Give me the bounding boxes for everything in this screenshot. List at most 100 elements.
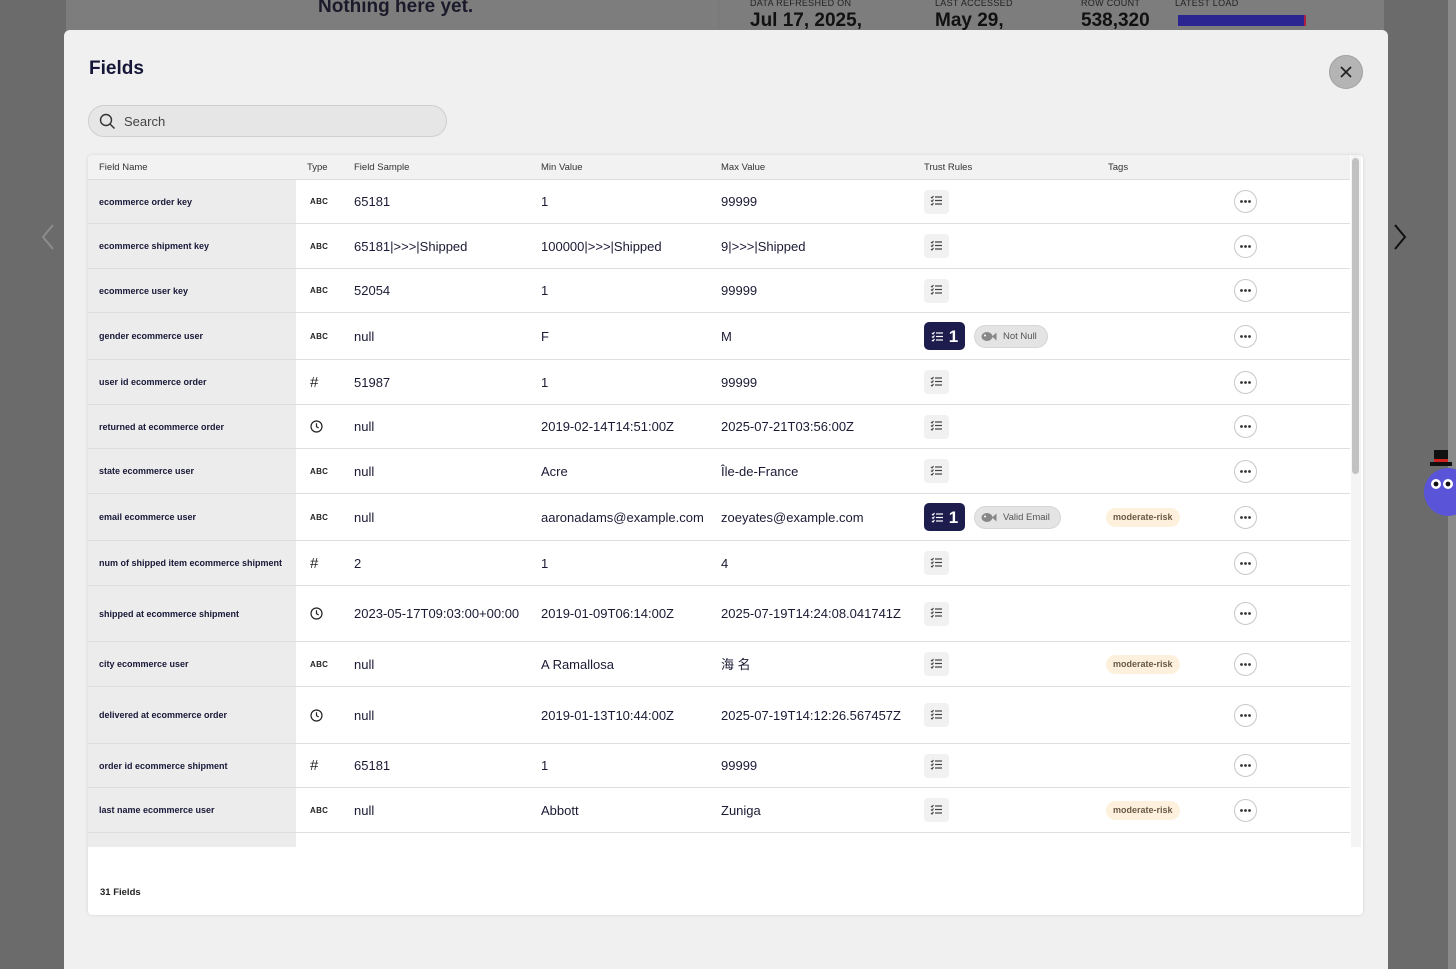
close-icon <box>1340 66 1352 78</box>
table-row[interactable]: last name ecommerce user ABC null Abbott Zun… <box>88 788 1350 833</box>
column-header-field-sample[interactable]: Field Sample <box>354 162 410 173</box>
min-value: aaronadams@example.com <box>541 509 704 525</box>
field-type: ABC <box>310 642 328 686</box>
more-options-button[interactable] <box>1234 234 1257 258</box>
search-icon <box>99 113 115 129</box>
table-row[interactable]: ecommerce order key ABC 65181 1 99999 <box>88 180 1350 224</box>
table-row-partial[interactable] <box>88 833 1350 847</box>
assistant-mascot-icon[interactable] <box>1422 448 1456 516</box>
fields-modal: Fields Field Name Type Field Sample Min … <box>64 30 1388 969</box>
trust-rules-button[interactable] <box>924 798 949 822</box>
field-name[interactable]: email ecommerce user <box>88 494 296 540</box>
table-row[interactable]: ecommerce user key ABC 52054 1 99999 <box>88 269 1350 313</box>
tags: moderate-risk <box>1106 788 1180 832</box>
field-name[interactable]: shipped at ecommerce shipment <box>88 586 296 641</box>
table-row[interactable]: order id ecommerce shipment #65181 1 99999 <box>88 744 1350 788</box>
more-options-button[interactable] <box>1234 754 1257 777</box>
row-actions <box>1234 449 1257 493</box>
chevron-left-icon[interactable] <box>40 222 56 260</box>
more-options-button[interactable] <box>1234 415 1257 438</box>
clock-icon <box>310 708 323 722</box>
field-name[interactable]: ecommerce shipment key <box>88 224 296 268</box>
trust-rules-button[interactable] <box>924 703 949 727</box>
column-header-max-value[interactable]: Max Value <box>721 162 766 173</box>
field-name[interactable]: gender ecommerce user <box>88 313 296 359</box>
table-row[interactable]: state ecommerce user ABC null Acre Île-de-Fr… <box>88 449 1350 494</box>
tag-badge[interactable]: moderate-risk <box>1106 654 1180 674</box>
tag-badge[interactable]: moderate-risk <box>1106 800 1180 820</box>
table-scrollbar[interactable] <box>1351 155 1361 847</box>
field-name[interactable]: state ecommerce user <box>88 449 296 493</box>
search-input[interactable] <box>124 113 424 129</box>
trust-rules-button[interactable]: 1 <box>924 322 965 350</box>
trust-rules-button[interactable] <box>924 652 949 676</box>
fish-icon <box>981 331 997 341</box>
more-icon <box>1240 515 1251 519</box>
chevron-right-icon[interactable] <box>1392 222 1408 260</box>
row-actions <box>1234 405 1257 448</box>
table-row[interactable]: delivered at ecommerce order null 2019-01-… <box>88 687 1350 744</box>
more-options-button[interactable] <box>1234 602 1257 625</box>
trust-rules-button[interactable] <box>924 459 949 483</box>
more-options-button[interactable] <box>1234 652 1257 676</box>
table-row[interactable]: gender ecommerce user ABC null F M 1 Not Null <box>88 313 1350 360</box>
field-name[interactable]: user id ecommerce order <box>88 360 296 404</box>
min-value: Abbott <box>541 802 579 818</box>
trust-rules-button[interactable] <box>924 370 949 394</box>
search-field[interactable] <box>88 105 447 137</box>
stat-label: ROW COUNT <box>1081 0 1141 8</box>
more-options-button[interactable] <box>1234 370 1257 394</box>
trust-rules-button[interactable]: 1 <box>924 503 965 531</box>
trust-rules-button[interactable] <box>924 753 949 778</box>
field-name[interactable]: last name ecommerce user <box>88 788 296 832</box>
field-name[interactable]: ecommerce order key <box>88 180 296 223</box>
number-type-icon: # <box>310 373 319 391</box>
trust-rules-button[interactable] <box>924 551 949 575</box>
field-name[interactable]: returned at ecommerce order <box>88 405 296 448</box>
table-row[interactable]: num of shipped item ecommerce shipment #2… <box>88 541 1350 586</box>
more-options-button[interactable] <box>1234 703 1257 727</box>
rule-chip[interactable]: Valid Email <box>974 505 1061 529</box>
more-options-button[interactable] <box>1234 798 1257 822</box>
rule-chip[interactable]: Not Null <box>974 324 1048 348</box>
table-row[interactable]: ecommerce shipment key ABC 65181|>>>|Shipp… <box>88 224 1350 269</box>
table-row[interactable]: city ecommerce user ABC null A Ramallosa 海 名… <box>88 642 1350 687</box>
min-value: 2019-01-13T10:44:00Z <box>541 707 674 723</box>
more-options-button[interactable] <box>1234 279 1257 302</box>
column-header-tags[interactable]: Tags <box>1108 162 1129 173</box>
more-options-button[interactable] <box>1234 459 1257 483</box>
field-name[interactable]: city ecommerce user <box>88 642 296 686</box>
column-header-type[interactable]: Type <box>307 162 328 173</box>
row-actions <box>1234 360 1257 404</box>
field-type <box>310 586 323 641</box>
trust-rules-button[interactable] <box>924 414 949 439</box>
field-name[interactable] <box>88 833 296 847</box>
table-row[interactable]: returned at ecommerce order null 2019-02-1… <box>88 405 1350 449</box>
field-name[interactable]: num of shipped item ecommerce shipment <box>88 541 296 585</box>
more-options-button[interactable] <box>1234 324 1257 348</box>
trust-rules-button[interactable] <box>924 601 949 626</box>
column-header-field-name[interactable]: Field Name <box>99 162 148 173</box>
field-type: ABC <box>310 313 328 359</box>
trust-rules-button[interactable] <box>924 234 949 258</box>
trust-rules-button[interactable] <box>924 189 949 214</box>
table-header: Field Name Type Field Sample Min Value M… <box>88 155 1350 180</box>
tags: moderate-risk <box>1106 494 1180 540</box>
text-type-icon: ABC <box>310 805 329 815</box>
more-options-button[interactable] <box>1234 505 1257 529</box>
more-options-button[interactable] <box>1234 190 1257 213</box>
trust-rules-button[interactable] <box>924 278 949 303</box>
tag-badge[interactable]: moderate-risk <box>1106 507 1180 527</box>
more-options-button[interactable] <box>1234 551 1257 575</box>
column-header-min-value[interactable]: Min Value <box>541 162 583 173</box>
table-row[interactable]: shipped at ecommerce shipment 2023-05-17T… <box>88 586 1350 642</box>
max-value: Île-de-France <box>721 463 799 479</box>
field-name[interactable]: delivered at ecommerce order <box>88 687 296 743</box>
field-name[interactable]: order id ecommerce shipment <box>88 744 296 787</box>
close-button[interactable] <box>1329 55 1363 89</box>
table-row[interactable]: email ecommerce user ABC null aaronadams@ex… <box>88 494 1350 541</box>
table-scroll-thumb[interactable] <box>1352 158 1359 474</box>
column-header-trust-rules[interactable]: Trust Rules <box>924 162 973 173</box>
field-name[interactable]: ecommerce user key <box>88 269 296 312</box>
table-row[interactable]: user id ecommerce order #51987 1 99999 <box>88 360 1350 405</box>
